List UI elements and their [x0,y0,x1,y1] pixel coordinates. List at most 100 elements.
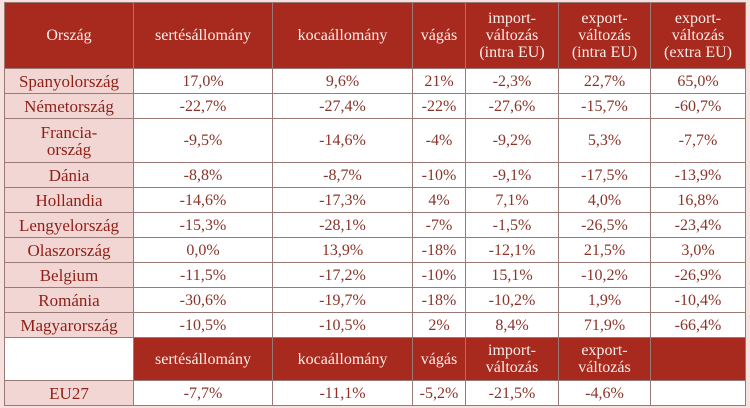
column-header: import- változás (intra EU) [465,2,559,69]
value-cell: 21% [412,68,466,94]
country-cell: Spanyolország [4,68,134,94]
column-header: vágás [412,337,466,381]
empty-cell [650,380,746,406]
value-cell: -8,7% [272,162,413,188]
table-row: Belgium -11,5% -17,2% -10% 15,1% -10,2% -26,9% [4,262,746,288]
table-row: Németország -22,7% -27,4% -22% -27,6% -15,7% -… [4,93,746,119]
value-cell: -5,2% [412,380,466,406]
value-cell: -18% [412,287,466,313]
value-cell: -28,1% [272,212,413,238]
table-row: Olaszország 0,0% 13,9% -18% -12,1% 21,5% 3,0% [4,237,746,263]
value-cell: 4,0% [558,187,651,213]
header-row: Ország sertésállomány kocaállomány vágás imp… [4,2,746,69]
value-cell: -10% [412,162,466,188]
table-row: Dánia -8,8% -8,7% -10% -9,1% -17,5% -13,9% [4,162,746,188]
value-cell: -9,5% [133,118,273,163]
value-cell: -14,6% [133,187,273,213]
value-cell: 21,5% [558,237,651,263]
country-cell: EU27 [4,380,134,406]
value-cell: -7,7% [133,380,273,406]
value-cell: -4,6% [558,380,651,406]
column-header: kocaállomány [272,337,413,381]
table-row: Románia -30,6% -19,7% -18% -10,2% 1,9% -10,4% [4,287,746,313]
value-cell: -22,7% [133,93,273,119]
value-cell: -11,1% [272,380,413,406]
column-header: sertésállomány [133,337,273,381]
column-header: export- változás (intra EU) [558,2,651,69]
empty-cell [4,337,134,381]
value-cell: 3,0% [650,237,746,263]
value-cell: 0,0% [133,237,273,263]
value-cell: -26,5% [558,212,651,238]
column-header: vágás [412,2,466,69]
value-cell: -8,8% [133,162,273,188]
column-header: sertésállomány [133,2,273,69]
value-cell: -10,2% [465,287,559,313]
empty-header-cell [650,337,746,381]
country-cell: Belgium [4,262,134,288]
value-cell: 16,8% [650,187,746,213]
country-cell: Hollandia [4,187,134,213]
value-cell: 15,1% [465,262,559,288]
value-cell: -27,4% [272,93,413,119]
value-cell: -22% [412,93,466,119]
value-cell: 4% [412,187,466,213]
value-cell: 65,0% [650,68,746,94]
value-cell: -15,7% [558,93,651,119]
column-header: Ország [4,2,134,69]
pig-sector-change-table: Ország sertésállomány kocaállomány vágás imp… [4,2,746,406]
table-row: Spanyolország 17,0% 9,6% 21% -2,3% 22,7% 65,0% [4,68,746,94]
column-header: import- változás [465,337,559,381]
value-cell: 9,6% [272,68,413,94]
country-cell: Olaszország [4,237,134,263]
country-cell: Dánia [4,162,134,188]
value-cell: -17,2% [272,262,413,288]
column-header: export- változás [558,337,651,381]
value-cell: -17,3% [272,187,413,213]
value-cell: -2,3% [465,68,559,94]
value-cell: 17,0% [133,68,273,94]
value-cell: -12,1% [465,237,559,263]
value-cell: -19,7% [272,287,413,313]
value-cell: -11,5% [133,262,273,288]
column-header: kocaállomány [272,2,413,69]
value-cell: -30,6% [133,287,273,313]
value-cell: -10% [412,262,466,288]
value-cell: -13,9% [650,162,746,188]
country-cell: Lengyelország [4,212,134,238]
country-cell: Románia [4,287,134,313]
country-cell: Magyarország [4,312,134,338]
value-cell: 2% [412,312,466,338]
country-cell: Németország [4,93,134,119]
value-cell: -26,9% [650,262,746,288]
value-cell: -10,5% [133,312,273,338]
value-cell: -10,4% [650,287,746,313]
value-cell: -18% [412,237,466,263]
value-cell: -15,3% [133,212,273,238]
value-cell: -1,5% [465,212,559,238]
value-cell: 8,4% [465,312,559,338]
value-cell: 13,9% [272,237,413,263]
value-cell: -60,7% [650,93,746,119]
value-cell: -14,6% [272,118,413,163]
table-row: Lengyelország -15,3% -28,1% -7% -1,5% -26,5% -… [4,212,746,238]
value-cell: -23,4% [650,212,746,238]
value-cell: 7,1% [465,187,559,213]
value-cell: -21,5% [465,380,559,406]
value-cell: -17,5% [558,162,651,188]
value-cell: 22,7% [558,68,651,94]
value-cell: -9,2% [465,118,559,163]
value-cell: 1,9% [558,287,651,313]
value-cell: -7% [412,212,466,238]
value-cell: -7,7% [650,118,746,163]
table-row: Magyarország -10,5% -10,5% 2% 8,4% 71,9% -66,4… [4,312,746,338]
value-cell: 71,9% [558,312,651,338]
table-row: Hollandia -14,6% -17,3% 4% 7,1% 4,0% 16,8% [4,187,746,213]
value-cell: 5,3% [558,118,651,163]
value-cell: -4% [412,118,466,163]
table-row: Francia- ország -9,5% -14,6% -4% -9,2% 5,3% -7… [4,118,746,163]
value-cell: -66,4% [650,312,746,338]
value-cell: -27,6% [465,93,559,119]
value-cell: -10,2% [558,262,651,288]
country-cell: Francia- ország [4,118,134,163]
